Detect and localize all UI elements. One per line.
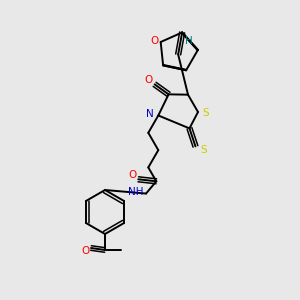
Text: H: H <box>185 36 193 46</box>
Text: O: O <box>145 75 153 85</box>
Text: O: O <box>128 170 136 180</box>
Text: N: N <box>146 110 154 119</box>
Text: S: S <box>203 108 209 118</box>
Text: O: O <box>151 36 159 46</box>
Text: O: O <box>81 246 89 256</box>
Text: S: S <box>200 146 207 155</box>
Text: NH: NH <box>128 187 144 196</box>
